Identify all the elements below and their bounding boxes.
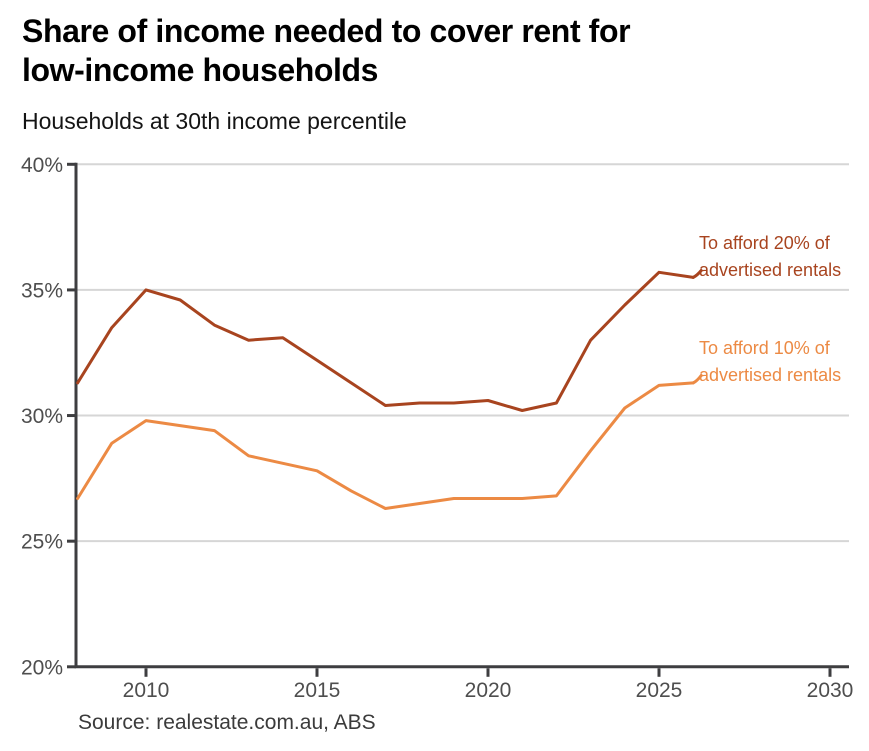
chart-title-line-2: low-income households: [22, 52, 379, 88]
series-label-10pct-line-2: advertised rentals: [699, 365, 842, 385]
x-tick-label: 2030: [807, 679, 854, 702]
x-tick-label: 2010: [123, 679, 170, 702]
chart-title: Share of income needed to cover rent for…: [22, 12, 631, 90]
series-label-10pct-line-1: To afford 10% of: [699, 338, 830, 358]
series-label-20pct: To afford 20% of advertised rentals: [699, 230, 869, 284]
chart-title-line-1: Share of income needed to cover rent for: [22, 13, 631, 49]
x-tick-label: 2025: [636, 679, 683, 702]
series-label-10pct: To afford 10% of advertised rentals: [699, 335, 869, 389]
series-label-20pct-line-2: advertised rentals: [699, 260, 842, 280]
x-tick-label: 2020: [465, 679, 512, 702]
source-note: Source: realestate.com.au, ABS: [78, 711, 376, 734]
chart-subtitle: Households at 30th income percentile: [22, 108, 407, 134]
y-tick-label: 30%: [21, 405, 63, 428]
series-label-20pct-line-1: To afford 20% of: [699, 233, 830, 253]
series-connector-20pct: [691, 269, 703, 279]
series-line-10pct: [76, 381, 695, 510]
y-tick-label: 40%: [21, 154, 63, 177]
x-tick-label: 2015: [294, 679, 341, 702]
y-tick-label: 35%: [21, 279, 63, 302]
y-tick-label: 20%: [21, 656, 63, 679]
y-tick-label: 25%: [21, 531, 63, 554]
series-connector-10pct: [691, 374, 703, 385]
series-line-20pct: [76, 270, 695, 412]
